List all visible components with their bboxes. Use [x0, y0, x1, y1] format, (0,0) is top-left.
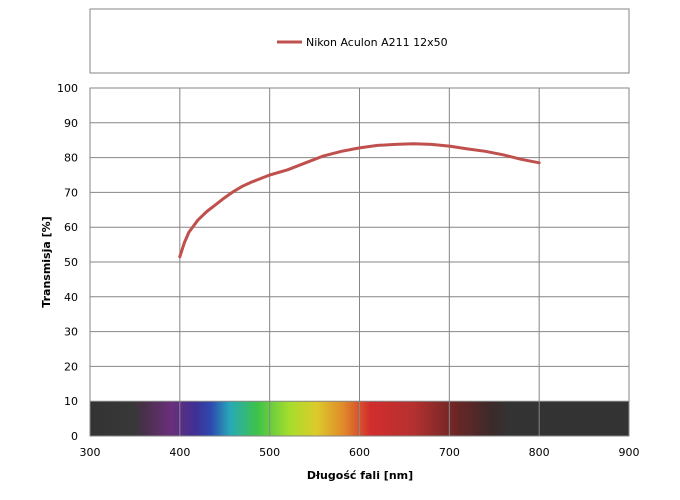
y-tick-label-70: 70: [64, 186, 78, 199]
y-tick-label-30: 30: [64, 326, 78, 339]
plot-area: [89, 87, 630, 437]
y-tick-labels: 0 10 20 30 40 50 60 70 80 90 100: [57, 82, 78, 443]
y-tick-label-40: 40: [64, 291, 78, 304]
x-tick-label-600: 600: [349, 446, 370, 459]
x-tick-label-700: 700: [439, 446, 460, 459]
legend-label: Nikon Aculon A211 12x50: [306, 36, 448, 49]
x-tick-label-900: 900: [619, 446, 640, 459]
y-tick-label-80: 80: [64, 152, 78, 165]
grid-lines: [90, 88, 629, 436]
legend-box: [89, 8, 630, 74]
y-axis-title: Transmisja [%]: [40, 216, 53, 307]
y-tick-label-60: 60: [64, 221, 78, 234]
y-tick-label-100: 100: [57, 82, 78, 95]
x-tick-label-500: 500: [259, 446, 280, 459]
x-tick-label-300: 300: [80, 446, 101, 459]
x-tick-label-400: 400: [169, 446, 190, 459]
x-axis-title: Długość fali [nm]: [307, 469, 413, 482]
y-tick-label-20: 20: [64, 360, 78, 373]
x-tick-labels: 300 400 500 600 700 800 900: [80, 446, 640, 459]
y-tick-label-0: 0: [71, 430, 78, 443]
x-tick-label-800: 800: [529, 446, 550, 459]
series-line-nikon-aculon: [178, 142, 541, 259]
y-tick-label-90: 90: [64, 117, 78, 130]
y-tick-label-10: 10: [64, 395, 78, 408]
plot-frame: [89, 87, 630, 437]
y-tick-label-50: 50: [64, 256, 78, 269]
